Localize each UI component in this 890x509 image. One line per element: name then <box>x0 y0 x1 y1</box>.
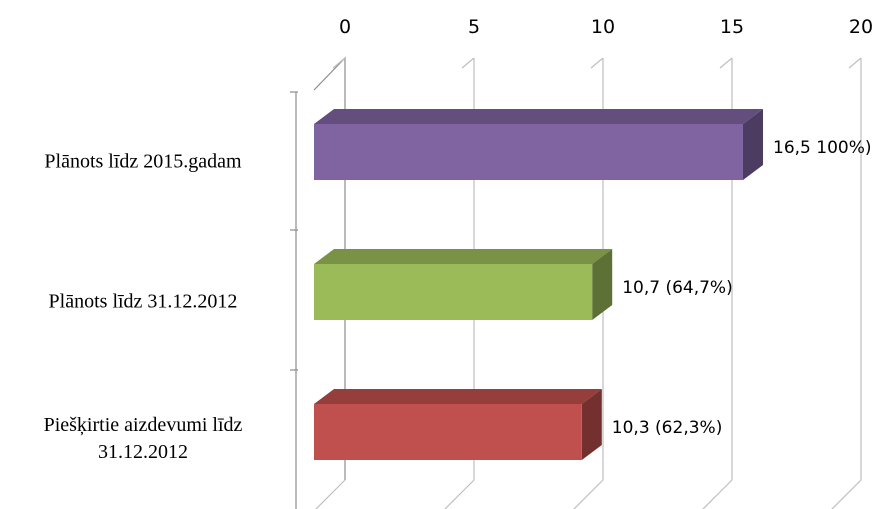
x-axis-ticks: 0 5 10 15 20 <box>339 16 873 38</box>
x-tick-label: 15 <box>720 16 744 38</box>
gridline-top-diagonal <box>719 57 733 69</box>
bar-top-face <box>314 249 613 264</box>
gridline-top-diagonal <box>848 57 862 69</box>
bar <box>314 249 613 320</box>
bar-end-face <box>592 249 613 320</box>
category-label-line: Plānots līdz 31.12.2012 <box>49 291 238 313</box>
gridline-floor-diagonal <box>444 479 475 509</box>
bar-end-face <box>581 389 602 460</box>
bar-end-face <box>743 109 763 180</box>
category-label: Plānots līdz 31.12.2012 <box>49 291 238 313</box>
data-label: 16,5 100%) <box>773 138 872 158</box>
bar-front-face <box>314 124 743 180</box>
category-label-line: Piešķirtie aizdevumi līdz <box>44 414 243 436</box>
gridline-floor-diagonal <box>831 479 862 509</box>
gridline-floor-diagonal <box>315 479 346 509</box>
gridline-floor-diagonal <box>573 479 604 509</box>
gridline-top-diagonal <box>461 57 475 69</box>
x-tick-label: 0 <box>339 16 351 38</box>
bar-top-face <box>314 389 602 404</box>
bar <box>314 109 763 180</box>
data-label: 10,3 (62,3%) <box>612 418 723 438</box>
bar <box>314 389 602 460</box>
gridline-top-diagonal <box>332 57 346 69</box>
category-label: Piešķirtie aizdevumi līdz 31.12.2012 <box>44 414 243 463</box>
category-label-line: 31.12.2012 <box>98 441 188 463</box>
bar-front-face <box>314 264 593 320</box>
category-labels: Plānots līdz 2015.gadam Plānots līdz 31.1… <box>44 151 243 464</box>
bars <box>314 109 763 460</box>
data-labels: 16,5 100%) 10,7 (64,7%) 10,3 (62,3%) <box>612 138 872 438</box>
gridline-floor-diagonal <box>702 479 733 509</box>
category-label: Plānots līdz 2015.gadam <box>44 151 242 173</box>
gridline-top-diagonal <box>590 57 604 69</box>
data-label: 10,7 (64,7%) <box>622 278 733 298</box>
bar-top-face <box>314 109 763 124</box>
x-tick-label: 10 <box>591 16 615 38</box>
bar-front-face <box>314 404 582 460</box>
category-label-line: Plānots līdz 2015.gadam <box>44 151 242 173</box>
x-tick-label: 20 <box>849 16 873 38</box>
x-tick-label: 5 <box>468 16 480 38</box>
